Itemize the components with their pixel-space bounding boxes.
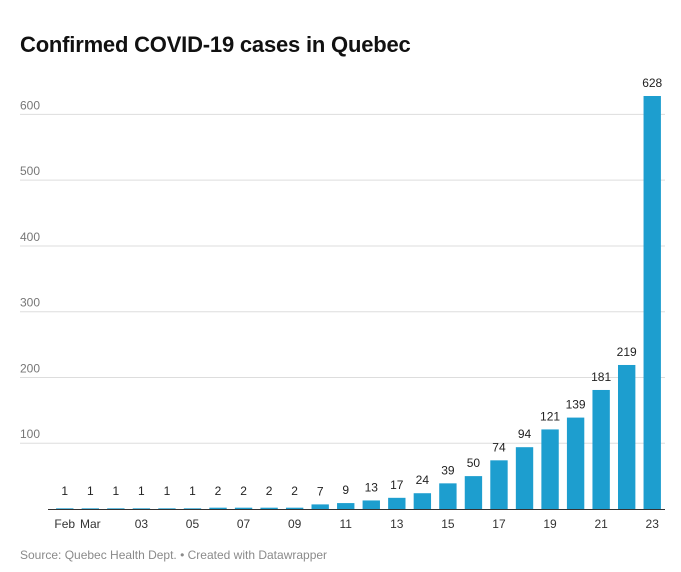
chart-footer: Source: Quebec Health Dept. • Created wi… — [20, 548, 327, 562]
data-label: 1 — [164, 484, 171, 498]
data-label: 39 — [441, 463, 455, 477]
bar — [56, 508, 74, 509]
bar — [183, 508, 202, 509]
data-label: 1 — [113, 484, 120, 498]
bar — [592, 389, 610, 509]
data-label: 121 — [540, 409, 560, 423]
bar — [311, 504, 329, 509]
y-tick-label: 400 — [20, 230, 40, 244]
x-tick-label: 23 — [646, 517, 660, 531]
bar — [413, 493, 432, 509]
data-label: 219 — [617, 345, 637, 359]
x-tick-label: Mar — [80, 517, 101, 531]
data-label: 24 — [416, 473, 430, 487]
bar — [464, 476, 483, 509]
bar — [132, 508, 151, 509]
y-tick-label: 500 — [20, 164, 40, 178]
data-label: 181 — [591, 370, 611, 384]
x-axis-tick-labels: Feb Mar 03 05 07 09 11 13 15 17 19 21 23 — [54, 517, 659, 531]
x-tick-label: Feb — [54, 517, 75, 531]
bar — [158, 508, 176, 509]
y-tick-label: 600 — [20, 98, 40, 112]
bar — [515, 447, 534, 509]
x-tick-label: 05 — [186, 517, 200, 531]
bar — [388, 497, 406, 509]
y-tick-label: 200 — [20, 361, 40, 375]
y-axis-tick-labels: 100 200 300 400 500 600 — [20, 98, 40, 441]
data-label: 13 — [365, 480, 379, 494]
gridlines — [20, 113, 665, 444]
bar — [541, 429, 559, 509]
data-label: 139 — [566, 398, 586, 412]
y-tick-label: 300 — [20, 296, 40, 310]
data-label: 50 — [467, 456, 481, 470]
data-label: 2 — [266, 484, 273, 498]
data-label: 17 — [390, 478, 404, 492]
bar — [439, 483, 457, 509]
bar — [285, 507, 304, 509]
data-label: 7 — [317, 484, 324, 498]
x-tick-label: 09 — [288, 517, 302, 531]
bar — [81, 508, 99, 509]
data-label: 2 — [291, 484, 298, 498]
bar — [209, 507, 227, 509]
bar — [362, 500, 380, 509]
bar — [618, 364, 636, 509]
footer-separator: • — [176, 548, 188, 562]
data-label: 9 — [342, 483, 349, 497]
bar — [234, 507, 253, 509]
data-label: 1 — [87, 484, 94, 498]
data-label: 2 — [240, 484, 247, 498]
data-label: 1 — [138, 484, 145, 498]
bars — [56, 96, 661, 509]
data-label: 1 — [61, 484, 68, 498]
data-label: 2 — [215, 484, 222, 498]
x-tick-label: 21 — [594, 517, 608, 531]
data-labels: 1 1 1 1 1 1 2 2 2 2 7 9 13 17 24 39 50 74 94 121 139 181 219 62… — [61, 76, 662, 498]
data-label: 1 — [189, 484, 196, 498]
x-tick-label: 15 — [441, 517, 455, 531]
data-label: 628 — [642, 76, 662, 90]
x-tick-label: 19 — [543, 517, 557, 531]
bar — [643, 96, 661, 509]
bar — [490, 460, 508, 509]
y-tick-label: 100 — [20, 427, 40, 441]
data-label: 94 — [518, 427, 532, 441]
x-tick-label: 13 — [390, 517, 404, 531]
x-tick-label: 03 — [135, 517, 149, 531]
bar — [337, 503, 355, 509]
bar — [566, 417, 585, 509]
bar — [107, 508, 125, 509]
data-label: 74 — [492, 440, 506, 454]
x-tick-label: 17 — [492, 517, 506, 531]
bar — [260, 507, 278, 509]
source-note: Source: Quebec Health Dept. — [20, 548, 177, 562]
x-tick-label: 11 — [339, 517, 352, 531]
x-tick-label: 07 — [237, 517, 251, 531]
chart-title: Confirmed COVID-19 cases in Quebec — [20, 32, 411, 57]
credit-note: Created with Datawrapper — [187, 548, 328, 562]
